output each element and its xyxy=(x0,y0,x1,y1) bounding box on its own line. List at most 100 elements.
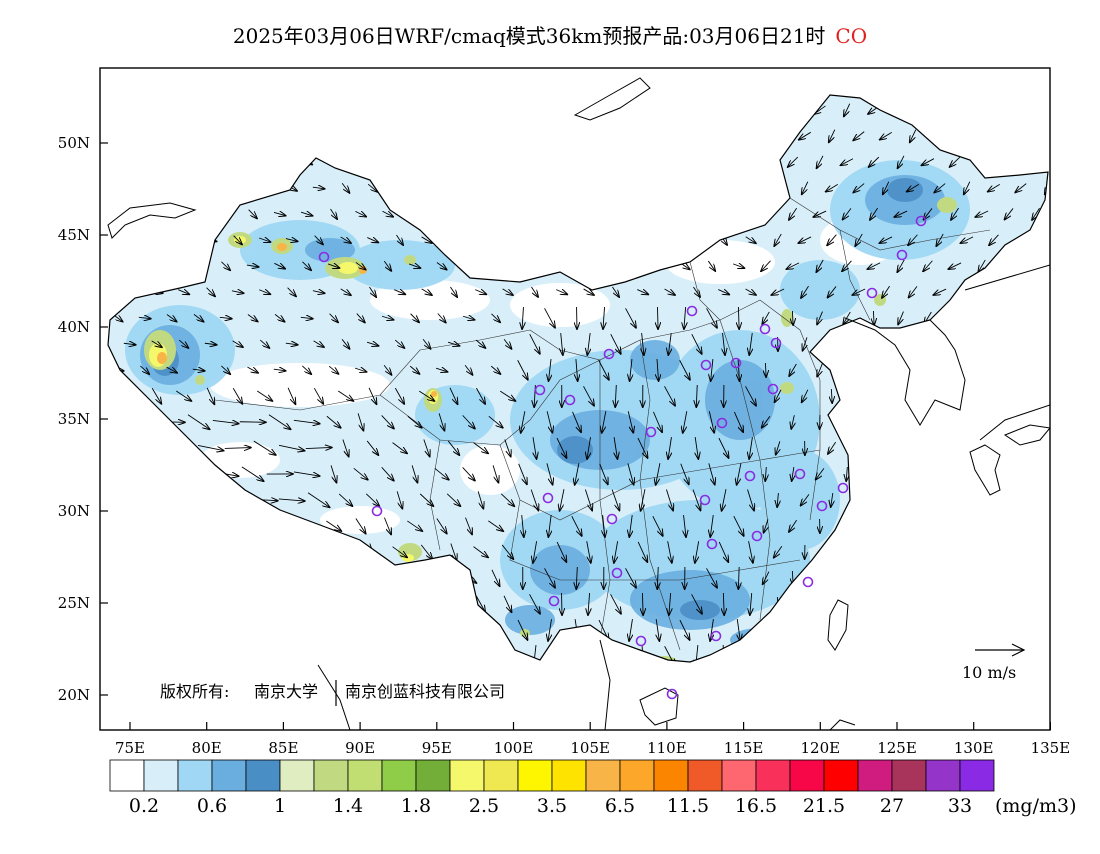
wind-arrow xyxy=(126,288,134,297)
wind-arrow xyxy=(409,160,420,164)
wind-arrow xyxy=(205,185,216,191)
wind-arrow xyxy=(979,572,985,585)
wind-arrow xyxy=(436,211,447,216)
wind-arrow xyxy=(1019,441,1023,454)
wind-arrow xyxy=(925,104,931,117)
colorbar-label: 0.2 xyxy=(129,795,159,817)
wind-arrow xyxy=(627,106,635,115)
wind-arrow xyxy=(279,603,305,606)
wind-arrow xyxy=(718,186,729,190)
lon-label: 130E xyxy=(954,739,994,757)
wind-arrow xyxy=(654,106,662,115)
wind-arrow xyxy=(545,158,555,165)
wind-arrow xyxy=(450,132,458,141)
wind-arrow xyxy=(556,186,567,190)
wind-arrow xyxy=(873,675,875,689)
colorbar-label: 2.5 xyxy=(469,795,499,817)
wind-arrow xyxy=(521,671,525,693)
wind-arrow xyxy=(171,549,196,555)
wind-arrow xyxy=(153,236,161,245)
wind-arrow xyxy=(990,286,998,297)
lon-label: 120E xyxy=(801,739,841,757)
wind-arrow xyxy=(882,494,890,505)
wind-arrow xyxy=(338,651,353,661)
wind-arrow xyxy=(925,572,931,584)
wind-arrow xyxy=(220,212,231,216)
colorbar-swatch xyxy=(212,760,246,791)
wind-arrow xyxy=(112,263,123,269)
wind-arrow xyxy=(287,133,297,140)
wind-arrow xyxy=(340,545,351,559)
wind-arrow xyxy=(562,593,563,615)
wind-arrow xyxy=(385,621,391,638)
wind-arrow xyxy=(200,649,222,662)
wind-arrow xyxy=(161,467,183,481)
wind-arrow xyxy=(490,160,501,164)
wind-arrow xyxy=(144,448,170,449)
wind-arrow xyxy=(979,312,984,325)
wind-arrow xyxy=(639,235,646,245)
wind-arrow xyxy=(949,106,960,114)
wind-arrow xyxy=(171,655,197,657)
wind-arrow xyxy=(330,570,337,586)
wind-arrow xyxy=(187,573,211,582)
wind-arrow xyxy=(774,650,781,662)
wind-arrow xyxy=(637,186,648,190)
concentration-field xyxy=(108,95,1048,668)
wind-arrow xyxy=(639,131,647,140)
wind-arrow xyxy=(927,363,928,377)
wind-arrow xyxy=(1035,311,1036,325)
wind-arrow xyxy=(396,132,404,141)
wind-arrow xyxy=(924,676,932,687)
wind-arrow xyxy=(490,264,501,268)
wind-arrow xyxy=(213,577,239,580)
wind-arrow xyxy=(720,131,728,140)
wind-arrow xyxy=(302,106,311,114)
wind-arrow xyxy=(709,671,715,692)
wind-arrow xyxy=(679,211,690,217)
wind-arrow xyxy=(1035,571,1036,585)
wind-arrow xyxy=(961,132,973,139)
lat-label: 45N xyxy=(58,226,90,244)
colorbar-swatch xyxy=(552,760,586,791)
wind-arrow xyxy=(598,211,609,217)
wind-arrow xyxy=(900,675,901,689)
wind-arrow xyxy=(380,573,395,583)
wind-arrow xyxy=(909,598,916,610)
wind-arrow xyxy=(802,598,807,611)
wind-arrow xyxy=(912,493,914,507)
wind-arrow xyxy=(1046,337,1050,350)
wind-arrow xyxy=(112,109,124,110)
wind-arrow xyxy=(664,134,675,138)
wind-arrow xyxy=(870,520,878,532)
wind-arrow xyxy=(872,415,875,429)
wind-arrow xyxy=(857,441,861,454)
wind-arrow xyxy=(735,209,742,219)
wind-arrow xyxy=(504,183,511,192)
wind-arrow xyxy=(964,650,970,663)
wind-arrow xyxy=(828,598,835,610)
wind-arrow xyxy=(980,623,984,636)
wind-arrow xyxy=(927,467,928,481)
wind-arrow xyxy=(934,132,945,141)
wind-arrow xyxy=(954,467,956,481)
wind-arrow xyxy=(895,106,906,114)
wind-arrow xyxy=(144,652,169,659)
wind-arrow xyxy=(1031,157,1041,167)
wind-arrow xyxy=(152,132,162,139)
wind-arrow xyxy=(517,108,528,111)
wind-arrow xyxy=(519,157,526,167)
wind-arrow xyxy=(119,545,141,558)
wind-arrow xyxy=(873,571,874,585)
wind-arrow xyxy=(546,261,553,271)
wind-arrow xyxy=(691,238,702,243)
wind-arrow xyxy=(924,416,932,427)
wind-arrow xyxy=(954,675,956,689)
wind-arrow xyxy=(792,675,794,689)
lon-label: 115E xyxy=(724,739,764,757)
wind-arrow xyxy=(214,520,237,532)
wind-arrow xyxy=(117,499,143,502)
wind-arrow xyxy=(530,184,539,192)
wind-arrow xyxy=(132,577,158,580)
